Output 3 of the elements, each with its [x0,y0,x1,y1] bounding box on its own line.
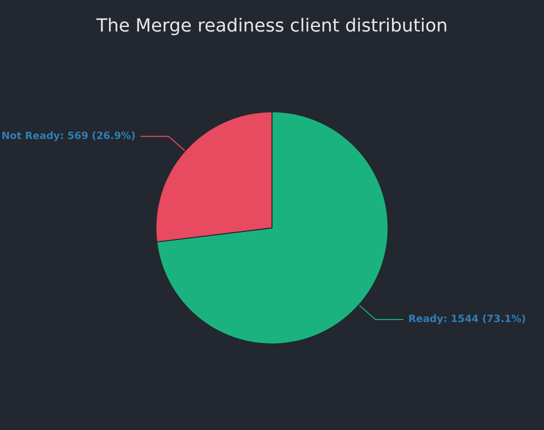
chart-title: The Merge readiness client distribution [95,16,448,36]
slice-label: Ready: 1544 (73.1%) [408,314,526,325]
slice-label: Not Ready: 569 (26.9%) [2,130,136,142]
